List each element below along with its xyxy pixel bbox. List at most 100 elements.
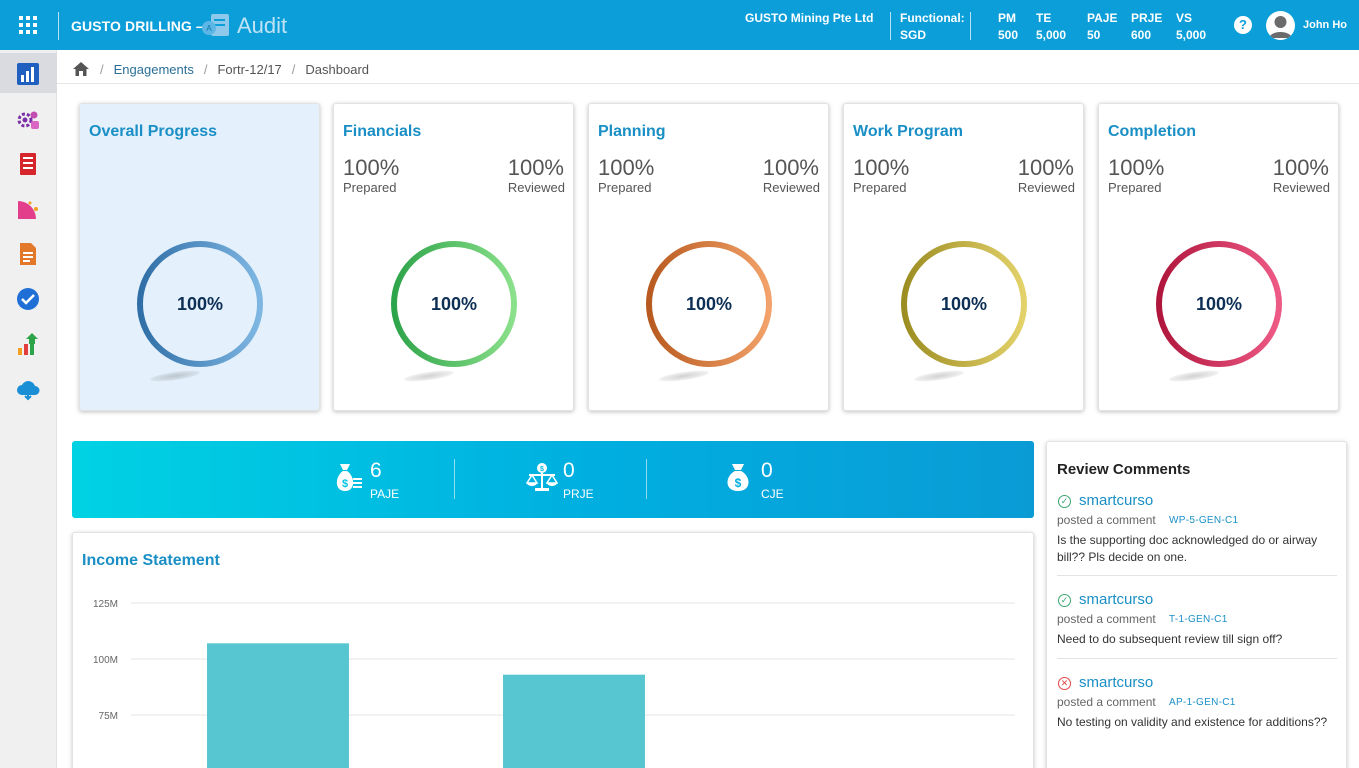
- reviewed-label: Reviewed: [762, 180, 820, 195]
- divider: [890, 12, 891, 40]
- sidebar-item-documents[interactable]: [0, 233, 57, 273]
- card-overall-progress[interactable]: Overall Progress 100%: [79, 103, 320, 411]
- card-completion[interactable]: Completion 100% Prepared 100% Reviewed 1…: [1098, 103, 1339, 411]
- checkmark-icon: [17, 288, 39, 310]
- review-comments-title: Review Comments: [1057, 461, 1191, 478]
- card-title: Work Program: [853, 123, 963, 140]
- sidebar-item-analytics[interactable]: [0, 188, 57, 228]
- income-statement-panel: Income Statement 125M 100M 75M: [72, 532, 1034, 768]
- metric-label: PRJE: [1131, 11, 1163, 25]
- metric-value: 600: [1131, 28, 1152, 42]
- audit-logo-icon: A: [202, 14, 229, 36]
- card-work-program[interactable]: Work Program 100% Prepared 100% Reviewed…: [843, 103, 1084, 411]
- divider: [646, 459, 647, 499]
- comment-workpaper-code[interactable]: AP-1-GEN-C1: [1169, 697, 1236, 708]
- sidebar-item-ledger[interactable]: [0, 143, 57, 183]
- journal-entry-stats: $ 6 PAJE $ 0 PRJE $ 0 CJE: [72, 441, 1034, 518]
- review-comment: ✕ smartcurso posted a comment AP-1-GEN-C…: [1057, 674, 1337, 754]
- top-bar: GUSTO DRILLING – A Audit GUSTO Mining Pt…: [0, 0, 1359, 50]
- progress-ring-arc: [1156, 241, 1282, 367]
- card-title: Overall Progress: [89, 123, 218, 140]
- metric-te: TE 5,000: [1036, 10, 1066, 44]
- stat-value: 0: [563, 459, 575, 482]
- reviewed-percent: 100%: [1017, 155, 1074, 180]
- reviewed-percent: 100%: [1272, 155, 1329, 180]
- approved-check-icon: ✓: [1058, 495, 1071, 508]
- progress-ring-value: 100%: [940, 294, 988, 314]
- comment-user[interactable]: smartcurso: [1079, 492, 1154, 509]
- breadcrumb-engagement-code[interactable]: Fortr-12/17: [217, 61, 282, 77]
- progress-ring-value: 100%: [1195, 294, 1243, 314]
- functional-value: SGD: [900, 28, 927, 42]
- progress-ring-arc: [646, 241, 772, 367]
- stat-label: CJE: [761, 487, 784, 501]
- comment-text: Need to do subsequent review till sign o…: [1057, 632, 1283, 646]
- entity-name[interactable]: GUSTO Mining Pte Ltd: [745, 11, 874, 25]
- progress-ring-arc: [391, 241, 517, 367]
- prepared-label: Prepared: [598, 180, 652, 195]
- metric-label: TE: [1036, 11, 1052, 25]
- progress-ring-value: 100%: [685, 294, 733, 314]
- question-icon[interactable]: ?: [1234, 16, 1252, 34]
- metric-value: 5,000: [1176, 28, 1207, 42]
- metric-label: PM: [998, 11, 1016, 25]
- breadcrumb-separator: /: [100, 61, 104, 77]
- breadcrumb-separator: /: [291, 61, 296, 77]
- stat-label: PAJE: [370, 487, 400, 501]
- comment-user[interactable]: smartcurso: [1079, 674, 1154, 691]
- chart-bar[interactable]: [207, 643, 349, 768]
- card-planning[interactable]: Planning 100% Prepared 100% Reviewed 100…: [588, 103, 829, 411]
- prepared-percent: 100%: [853, 155, 910, 180]
- comment-action: posted a comment: [1057, 695, 1156, 709]
- reviewed-label: Reviewed: [1272, 180, 1330, 195]
- svg-text:$: $: [540, 466, 544, 473]
- sidebar-item-growth[interactable]: [0, 323, 57, 363]
- analytics-icon: [18, 201, 38, 219]
- user-name[interactable]: John Ho: [1303, 19, 1347, 31]
- svg-text:A: A: [206, 24, 212, 33]
- user-avatar-icon: [1269, 16, 1292, 38]
- divider: [970, 12, 971, 40]
- sidebar: [0, 50, 57, 768]
- dashboard-icon: [17, 63, 39, 85]
- prepared-label: Prepared: [343, 180, 397, 195]
- ledger-icon: [20, 153, 36, 175]
- card-financials[interactable]: Financials 100% Prepared 100% Reviewed 1…: [333, 103, 574, 411]
- comment-workpaper-code[interactable]: T-1-GEN-C1: [1169, 614, 1228, 625]
- chart-bar[interactable]: [503, 674, 645, 768]
- progress-ring-value: 100%: [176, 294, 224, 314]
- money-bag-icon: $: [727, 464, 749, 491]
- sidebar-item-settings[interactable]: [0, 99, 57, 139]
- review-comments-panel: Review Comments ✓ smartcurso posted a co…: [1046, 441, 1347, 768]
- sidebar-item-dashboard[interactable]: [0, 53, 57, 93]
- sidebar-item-review[interactable]: [0, 278, 57, 318]
- breadcrumb: / Engagements / Fortr-12/17 / Dashboard: [72, 58, 369, 80]
- metric-paje: PAJE 50: [1087, 10, 1117, 44]
- income-statement-title: Income Statement: [82, 552, 220, 569]
- divider: [454, 459, 455, 499]
- svg-text:$: $: [735, 476, 742, 490]
- metric-pm: PM 500: [998, 10, 1018, 44]
- comment-workpaper-code[interactable]: WP-5-GEN-C1: [1169, 515, 1239, 526]
- prepared-percent: 100%: [598, 155, 655, 180]
- comment-text: No testing on validity and existence for…: [1057, 715, 1328, 729]
- rejected-x-icon: ✕: [1058, 677, 1071, 690]
- breadcrumb-engagements[interactable]: Engagements: [113, 61, 194, 77]
- progress-ring-value: 100%: [430, 294, 478, 314]
- approved-check-icon: ✓: [1058, 594, 1071, 607]
- stat-value: 0: [761, 459, 773, 482]
- card-title: Financials: [343, 123, 422, 140]
- y-tick-label: 125M: [93, 599, 118, 610]
- apps-grid-icon[interactable]: [19, 16, 37, 34]
- prepared-percent: 100%: [343, 155, 400, 180]
- card-title: Planning: [598, 123, 666, 140]
- divider: [1057, 658, 1337, 659]
- progress-ring: [137, 241, 263, 367]
- sidebar-item-cloud[interactable]: [0, 368, 57, 408]
- home-icon[interactable]: [72, 61, 90, 77]
- functional-label: Functional:: [900, 11, 965, 25]
- comment-user[interactable]: smartcurso: [1079, 591, 1154, 608]
- divider: [57, 83, 1359, 84]
- avatar[interactable]: [1266, 11, 1295, 40]
- metric-label: PAJE: [1087, 11, 1118, 25]
